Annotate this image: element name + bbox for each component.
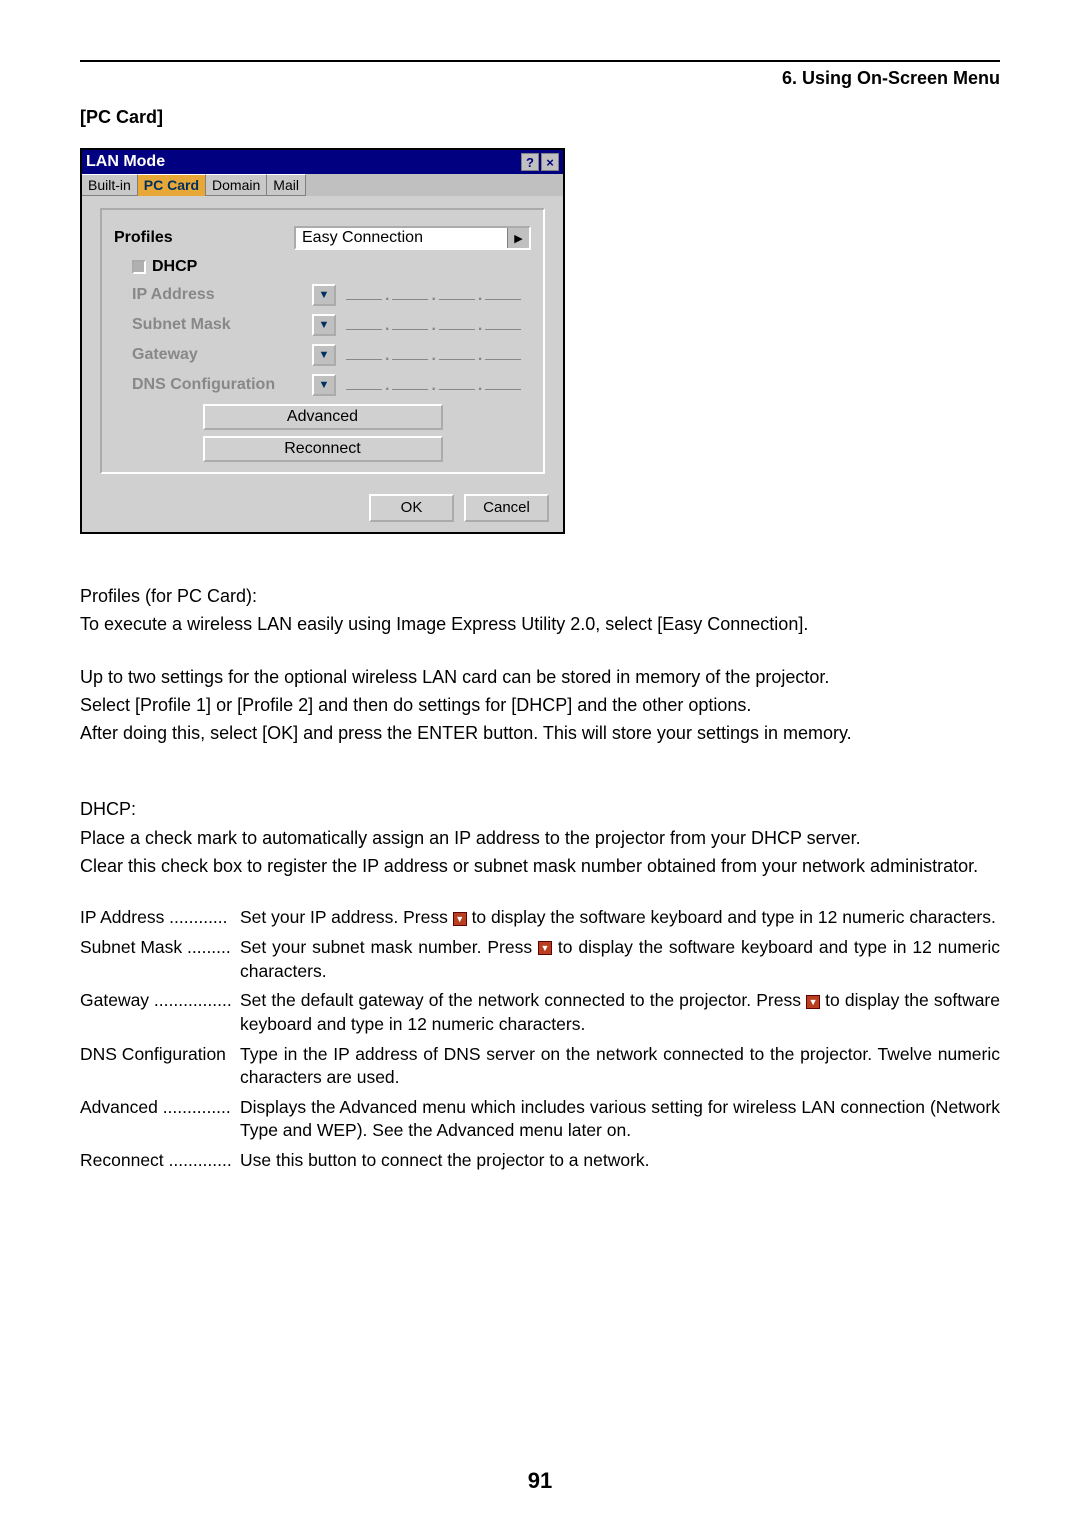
dialog-tabs: Built-in PC Card Domain Mail: [82, 174, 563, 196]
body-text: Up to two settings for the optional wire…: [80, 665, 1000, 689]
lan-mode-dialog: LAN Mode ? × Built-in PC Card Domain Mai…: [80, 148, 565, 534]
body-text: Select [Profile 1] or [Profile 2] and th…: [80, 693, 1000, 717]
def-term: Gateway ................: [80, 989, 240, 1036]
body-text: After doing this, select [OK] and press …: [80, 721, 1000, 745]
section-header: 6. Using On-Screen Menu: [80, 68, 1000, 89]
def-term: IP Address ............: [80, 906, 240, 930]
profiles-value: Easy Connection: [302, 229, 423, 247]
tab-built-in[interactable]: Built-in: [82, 174, 138, 196]
def-term: Subnet Mask .........: [80, 936, 240, 983]
dhcp-checkbox[interactable]: [132, 260, 146, 274]
definition-row: Gateway ................ Set the default…: [80, 989, 1000, 1036]
profiles-label: Profiles: [114, 229, 294, 247]
body-text: Place a check mark to automatically assi…: [80, 826, 1000, 850]
def-desc: Set your subnet mask number. Press ▼ to …: [240, 936, 1000, 983]
dialog-title: LAN Mode: [86, 153, 165, 171]
ip-address-label: IP Address: [132, 286, 312, 304]
dropdown-inline-icon: ▼: [538, 941, 552, 955]
advanced-button[interactable]: Advanced: [203, 404, 443, 430]
cancel-button[interactable]: Cancel: [464, 494, 549, 522]
def-term: Reconnect .............: [80, 1149, 240, 1173]
dns-config-label: DNS Configuration: [132, 376, 312, 394]
keyboard-icon[interactable]: ▼: [312, 284, 336, 306]
def-desc: Type in the IP address of DNS server on …: [240, 1043, 1000, 1090]
tab-mail[interactable]: Mail: [267, 174, 306, 196]
dropdown-arrow-icon[interactable]: ▶: [507, 228, 529, 248]
gateway-label: Gateway: [132, 346, 312, 364]
close-icon[interactable]: ×: [541, 153, 559, 171]
body-text: Profiles (for PC Card):: [80, 584, 1000, 608]
def-desc: Set your IP address. Press ▼ to display …: [240, 906, 1000, 930]
def-term: DNS Configuration: [80, 1043, 240, 1090]
def-desc: Use this button to connect the projector…: [240, 1149, 1000, 1173]
dhcp-label: DHCP: [152, 258, 197, 276]
definition-row: Advanced .............. Displays the Adv…: [80, 1096, 1000, 1143]
keyboard-icon[interactable]: ▼: [312, 344, 336, 366]
keyboard-icon[interactable]: ▼: [312, 314, 336, 336]
definition-row: Subnet Mask ......... Set your subnet ma…: [80, 936, 1000, 983]
body-text: Clear this check box to register the IP …: [80, 854, 1000, 878]
definition-row: Reconnect ............. Use this button …: [80, 1149, 1000, 1173]
dropdown-inline-icon: ▼: [453, 912, 467, 926]
body-text: To execute a wireless LAN easily using I…: [80, 612, 1000, 636]
def-term: Advanced ..............: [80, 1096, 240, 1143]
definition-row: DNS Configuration Type in the IP address…: [80, 1043, 1000, 1090]
ok-button[interactable]: OK: [369, 494, 454, 522]
help-icon[interactable]: ?: [521, 153, 539, 171]
dropdown-inline-icon: ▼: [806, 995, 820, 1009]
page-number: 91: [0, 1468, 1080, 1494]
profiles-dropdown[interactable]: Easy Connection ▶: [294, 226, 531, 250]
body-text: DHCP:: [80, 797, 1000, 821]
def-desc: Set the default gateway of the network c…: [240, 989, 1000, 1036]
reconnect-button[interactable]: Reconnect: [203, 436, 443, 462]
keyboard-icon[interactable]: ▼: [312, 374, 336, 396]
dialog-titlebar: LAN Mode ? ×: [82, 150, 563, 174]
subnet-mask-label: Subnet Mask: [132, 316, 312, 334]
definition-row: IP Address ............ Set your IP addr…: [80, 906, 1000, 930]
def-desc: Displays the Advanced menu which include…: [240, 1096, 1000, 1143]
tab-domain[interactable]: Domain: [206, 174, 267, 196]
tab-pc-card[interactable]: PC Card: [138, 174, 206, 196]
page-title: [PC Card]: [80, 107, 1000, 128]
